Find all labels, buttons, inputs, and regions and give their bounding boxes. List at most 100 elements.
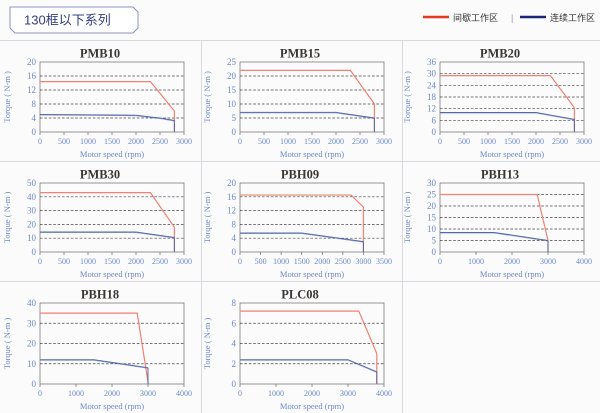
svg-text:2500: 2500: [352, 137, 368, 146]
svg-text:Torque ( N-m ): Torque ( N-m ): [402, 192, 412, 244]
svg-text:Motor speed (rpm): Motor speed (rpm): [280, 149, 344, 159]
svg-text:36: 36: [427, 57, 437, 67]
svg-text:Torque ( N-m ): Torque ( N-m ): [402, 71, 412, 123]
svg-text:0: 0: [432, 127, 437, 137]
svg-text:10: 10: [27, 359, 37, 369]
svg-text:Motor speed (rpm): Motor speed (rpm): [80, 401, 144, 411]
svg-text:0: 0: [438, 257, 442, 266]
svg-text:4000: 4000: [376, 389, 392, 398]
svg-text:0: 0: [238, 257, 242, 266]
svg-text:Torque ( N-m ): Torque ( N-m ): [2, 192, 12, 244]
svg-text:500: 500: [58, 257, 70, 266]
svg-text:16: 16: [227, 192, 237, 202]
svg-text:Motor speed (rpm): Motor speed (rpm): [80, 269, 144, 279]
svg-text:12: 12: [227, 206, 236, 216]
svg-text:1500: 1500: [304, 137, 320, 146]
svg-text:Torque ( N-m ): Torque ( N-m ): [2, 318, 12, 370]
svg-text:2000: 2000: [304, 389, 320, 398]
svg-text:2000: 2000: [128, 257, 144, 266]
svg-text:500: 500: [458, 137, 470, 146]
svg-text:6: 6: [232, 318, 237, 328]
svg-text:25: 25: [427, 190, 437, 200]
svg-text:0: 0: [32, 247, 37, 257]
svg-text:20: 20: [27, 219, 37, 229]
svg-text:0: 0: [432, 247, 437, 257]
svg-text:4: 4: [232, 339, 237, 349]
svg-text:40: 40: [27, 192, 37, 202]
svg-text:20: 20: [227, 71, 237, 81]
svg-text:4: 4: [232, 233, 237, 243]
svg-text:18: 18: [427, 92, 437, 102]
svg-text:Torque ( N-m ): Torque ( N-m ): [202, 318, 212, 370]
svg-text:4000: 4000: [176, 389, 192, 398]
svg-text:Motor speed (rpm): Motor speed (rpm): [480, 269, 544, 279]
svg-text:2500: 2500: [152, 257, 168, 266]
svg-text:PBH09: PBH09: [281, 168, 319, 182]
svg-text:3000: 3000: [176, 257, 192, 266]
svg-text:15: 15: [427, 213, 437, 223]
svg-text:PBH13: PBH13: [481, 168, 519, 182]
svg-text:500: 500: [258, 137, 270, 146]
svg-text:1000: 1000: [280, 137, 296, 146]
svg-text:3500: 3500: [376, 257, 392, 266]
svg-text:0: 0: [38, 257, 42, 266]
svg-text:10: 10: [227, 99, 237, 109]
svg-text:500: 500: [255, 257, 267, 266]
svg-text:3000: 3000: [355, 257, 371, 266]
svg-text:10: 10: [427, 224, 437, 234]
svg-text:30: 30: [27, 206, 37, 216]
svg-text:8: 8: [232, 219, 237, 229]
svg-text:8: 8: [32, 99, 37, 109]
svg-text:40: 40: [27, 298, 37, 308]
svg-text:Torque ( N-m ): Torque ( N-m ): [202, 71, 212, 123]
svg-text:20: 20: [427, 201, 437, 211]
svg-text:PLC08: PLC08: [281, 288, 319, 302]
svg-text:3000: 3000: [140, 389, 156, 398]
svg-text:1500: 1500: [104, 257, 120, 266]
svg-text:0: 0: [32, 379, 37, 389]
svg-text:2000: 2000: [104, 389, 120, 398]
svg-text:1000: 1000: [468, 257, 484, 266]
svg-text:PMB15: PMB15: [280, 47, 320, 61]
svg-text:20: 20: [27, 339, 37, 349]
svg-text:3000: 3000: [576, 137, 592, 146]
svg-text:Torque ( N-m ): Torque ( N-m ): [202, 192, 212, 244]
svg-text:1500: 1500: [104, 137, 120, 146]
svg-text:0: 0: [238, 137, 242, 146]
svg-text:30: 30: [427, 178, 437, 188]
svg-text:Motor speed (rpm): Motor speed (rpm): [80, 149, 144, 159]
svg-text:1000: 1000: [68, 389, 84, 398]
svg-text:PMB20: PMB20: [480, 47, 520, 61]
svg-text:2000: 2000: [314, 257, 330, 266]
svg-text:5: 5: [432, 236, 437, 246]
svg-text:1000: 1000: [80, 257, 96, 266]
svg-text:4000: 4000: [576, 257, 592, 266]
svg-text:0: 0: [232, 247, 237, 257]
svg-text:0: 0: [38, 137, 42, 146]
svg-text:30: 30: [427, 69, 437, 79]
svg-text:12: 12: [427, 104, 436, 114]
svg-text:3000: 3000: [540, 257, 556, 266]
svg-text:12: 12: [27, 85, 36, 95]
svg-text:16: 16: [27, 71, 37, 81]
svg-text:10: 10: [27, 233, 37, 243]
svg-text:1000: 1000: [480, 137, 496, 146]
svg-text:|: |: [511, 13, 513, 23]
svg-text:15: 15: [227, 85, 237, 95]
svg-text:6: 6: [432, 115, 437, 125]
svg-text:2000: 2000: [528, 137, 544, 146]
svg-text:PMB30: PMB30: [80, 168, 120, 182]
svg-text:3000: 3000: [376, 137, 392, 146]
svg-text:20: 20: [27, 57, 37, 67]
svg-text:间歇工作区: 间歇工作区: [453, 12, 498, 23]
svg-text:24: 24: [427, 80, 437, 90]
svg-text:500: 500: [58, 137, 70, 146]
svg-text:2000: 2000: [128, 137, 144, 146]
svg-text:0: 0: [32, 127, 37, 137]
svg-text:130框以下系列: 130框以下系列: [24, 13, 111, 28]
svg-text:50: 50: [27, 178, 37, 188]
svg-text:3000: 3000: [176, 137, 192, 146]
svg-text:PMB10: PMB10: [80, 47, 120, 61]
svg-text:1500: 1500: [504, 137, 520, 146]
svg-text:0: 0: [438, 137, 442, 146]
